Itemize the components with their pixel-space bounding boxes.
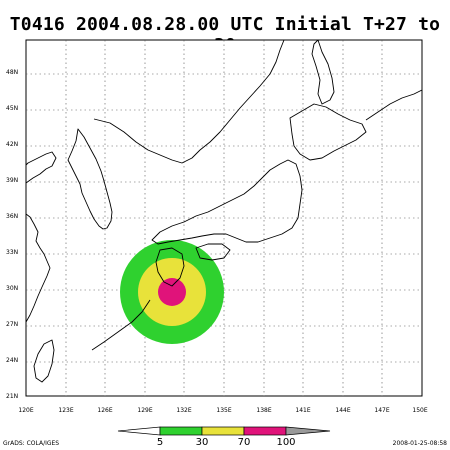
lat-label: 42N (6, 141, 18, 148)
lat-label: 27N (6, 321, 18, 328)
footer-credit: GrADS: COLA/IGES (3, 440, 60, 447)
ryukyu-coast (91, 299, 151, 351)
kyushu-coast (155, 247, 185, 287)
ring-70-100 (158, 278, 186, 306)
korea-coast (67, 128, 113, 230)
coastlines (25, 39, 423, 383)
lon-label: 120E (18, 407, 33, 414)
colorbar-label: 30 (196, 437, 209, 448)
lon-label: 141E (295, 407, 310, 414)
lat-label: 48N (6, 69, 18, 76)
northern-china-coast (25, 151, 57, 184)
colorbar-left-arrow (117, 426, 161, 436)
lat-label: 45N (6, 105, 18, 112)
latitude-labels: 21N 24N 27N 30N 33N 36N 39N 42N 45N 48N (6, 69, 18, 400)
colorbar: 5 30 70 100 (117, 426, 331, 448)
colorbar-label: 100 (276, 437, 295, 448)
colorbar-right-arrow (285, 426, 331, 436)
taiwan-coast (33, 339, 55, 383)
lat-label: 33N (6, 249, 18, 256)
lon-label: 138E (256, 407, 271, 414)
colorbar-swatch-magenta (243, 426, 287, 436)
sakhalin-coast (311, 39, 335, 105)
colorbar-swatch-yellow (201, 426, 245, 436)
lon-label: 135E (216, 407, 231, 414)
colorbar-swatch-green (159, 426, 203, 436)
lon-label: 126E (97, 407, 112, 414)
colorbar-label: 70 (238, 437, 251, 448)
lon-label: 144E (335, 407, 350, 414)
lat-label: 39N (6, 177, 18, 184)
lon-label: 123E (58, 407, 73, 414)
lat-label: 36N (6, 213, 18, 220)
lon-label: 132E (176, 407, 191, 414)
lon-label: 129E (137, 407, 152, 414)
footer-timestamp: 2008-01-25-08:58 (392, 440, 447, 447)
honshu-coast (151, 159, 303, 245)
shikoku-coast (195, 243, 231, 261)
lon-label: 147E (374, 407, 389, 414)
hokkaido-coast (289, 103, 367, 161)
china-coast (25, 213, 51, 323)
colorbar-label: 5 (157, 437, 163, 448)
russia-coast (93, 39, 285, 164)
lat-label: 30N (6, 285, 18, 292)
lat-label: 24N (6, 357, 18, 364)
kuril-coast (365, 89, 423, 121)
graticule (26, 40, 422, 396)
lon-label: 150E (412, 407, 427, 414)
lat-label: 21N (6, 393, 18, 400)
longitude-labels: 120E 123E 126E 129E 132E 135E 138E 141E … (18, 407, 427, 414)
strike-probability-rings (120, 240, 224, 344)
